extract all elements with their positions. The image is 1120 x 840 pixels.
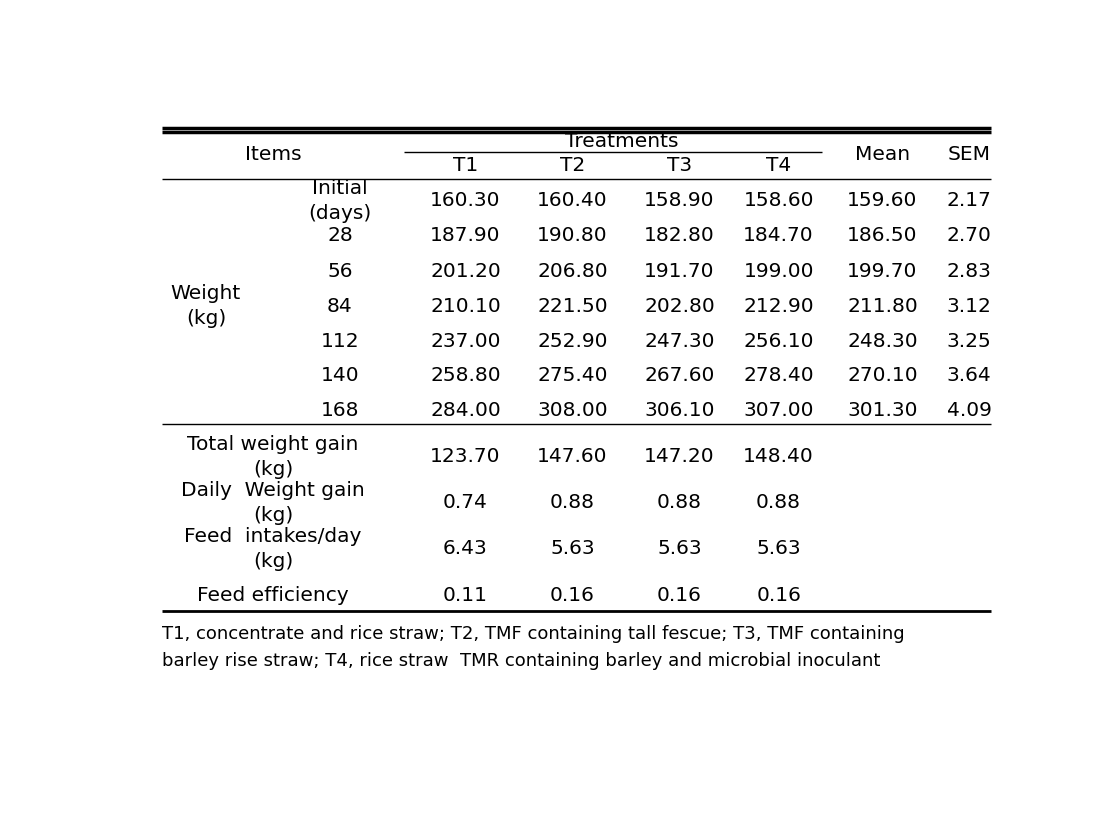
Text: 0.16: 0.16 — [657, 585, 702, 605]
Text: 5.63: 5.63 — [550, 539, 595, 559]
Text: 184.70: 184.70 — [744, 226, 814, 245]
Text: 0.74: 0.74 — [444, 493, 488, 512]
Text: 247.30: 247.30 — [644, 332, 715, 350]
Text: 221.50: 221.50 — [538, 297, 608, 316]
Text: 190.80: 190.80 — [538, 226, 608, 245]
Text: 123.70: 123.70 — [430, 447, 501, 466]
Text: 301.30: 301.30 — [847, 401, 917, 420]
Text: Items: Items — [244, 145, 301, 164]
Text: 284.00: 284.00 — [430, 401, 501, 420]
Text: 160.30: 160.30 — [430, 192, 501, 210]
Text: 267.60: 267.60 — [644, 366, 715, 386]
Text: 308.00: 308.00 — [538, 401, 608, 420]
Text: 0.88: 0.88 — [756, 493, 801, 512]
Text: 0.88: 0.88 — [550, 493, 595, 512]
Text: 256.10: 256.10 — [744, 332, 814, 350]
Text: 140: 140 — [320, 366, 360, 386]
Text: SEM: SEM — [948, 145, 991, 164]
Text: 0.16: 0.16 — [550, 585, 595, 605]
Text: T4: T4 — [766, 156, 791, 176]
Text: 248.30: 248.30 — [847, 332, 917, 350]
Text: 0.11: 0.11 — [444, 585, 488, 605]
Text: 160.40: 160.40 — [538, 192, 608, 210]
Text: 168: 168 — [320, 401, 360, 420]
Text: 199.70: 199.70 — [847, 262, 917, 281]
Text: Feed efficiency: Feed efficiency — [197, 585, 348, 605]
Text: 187.90: 187.90 — [430, 226, 501, 245]
Text: Mean: Mean — [855, 145, 911, 164]
Text: 258.80: 258.80 — [430, 366, 501, 386]
Text: 147.20: 147.20 — [644, 447, 715, 466]
Text: T3: T3 — [666, 156, 692, 176]
Text: 212.90: 212.90 — [744, 297, 814, 316]
Text: 206.80: 206.80 — [538, 262, 608, 281]
Text: 112: 112 — [320, 332, 360, 350]
Text: 252.90: 252.90 — [538, 332, 608, 350]
Text: 147.60: 147.60 — [538, 447, 608, 466]
Text: 6.43: 6.43 — [444, 539, 488, 559]
Text: 270.10: 270.10 — [847, 366, 917, 386]
Text: Weight
(kg): Weight (kg) — [170, 285, 241, 328]
Text: T2: T2 — [560, 156, 585, 176]
Text: Total weight gain
(kg): Total weight gain (kg) — [187, 434, 358, 479]
Text: 186.50: 186.50 — [847, 226, 917, 245]
Text: 191.70: 191.70 — [644, 262, 715, 281]
Text: 3.25: 3.25 — [946, 332, 991, 350]
Text: T1, concentrate and rice straw; T2, TMF containing tall fescue; T3, TMF containi: T1, concentrate and rice straw; T2, TMF … — [161, 625, 904, 643]
Text: 5.63: 5.63 — [657, 539, 702, 559]
Text: Initial
(days): Initial (days) — [308, 179, 372, 223]
Text: 199.00: 199.00 — [744, 262, 814, 281]
Text: 84: 84 — [327, 297, 353, 316]
Text: 0.88: 0.88 — [657, 493, 702, 512]
Text: 56: 56 — [327, 262, 353, 281]
Text: 2.83: 2.83 — [946, 262, 991, 281]
Text: 148.40: 148.40 — [744, 447, 814, 466]
Text: 159.60: 159.60 — [847, 192, 917, 210]
Text: 275.40: 275.40 — [538, 366, 608, 386]
Text: 3.64: 3.64 — [946, 366, 991, 386]
Text: 211.80: 211.80 — [847, 297, 917, 316]
Text: 2.70: 2.70 — [946, 226, 991, 245]
Text: Treatments: Treatments — [566, 132, 679, 150]
Text: T1: T1 — [452, 156, 478, 176]
Text: 158.90: 158.90 — [644, 192, 715, 210]
Text: 2.17: 2.17 — [946, 192, 991, 210]
Text: Daily  Weight gain
(kg): Daily Weight gain (kg) — [181, 480, 365, 525]
Text: 278.40: 278.40 — [744, 366, 814, 386]
Text: 3.12: 3.12 — [946, 297, 991, 316]
Text: 202.80: 202.80 — [644, 297, 715, 316]
Text: 158.60: 158.60 — [744, 192, 814, 210]
Text: 306.10: 306.10 — [644, 401, 715, 420]
Text: 237.00: 237.00 — [430, 332, 501, 350]
Text: 307.00: 307.00 — [744, 401, 814, 420]
Text: 0.16: 0.16 — [756, 585, 801, 605]
Text: 28: 28 — [327, 226, 353, 245]
Text: 4.09: 4.09 — [946, 401, 991, 420]
Text: 210.10: 210.10 — [430, 297, 501, 316]
Text: barley rise straw; T4, rice straw  TMR containing barley and microbial inoculant: barley rise straw; T4, rice straw TMR co… — [161, 653, 880, 670]
Text: Feed  intakes/day
(kg): Feed intakes/day (kg) — [184, 527, 362, 571]
Text: 5.63: 5.63 — [756, 539, 801, 559]
Text: 182.80: 182.80 — [644, 226, 715, 245]
Text: 201.20: 201.20 — [430, 262, 501, 281]
